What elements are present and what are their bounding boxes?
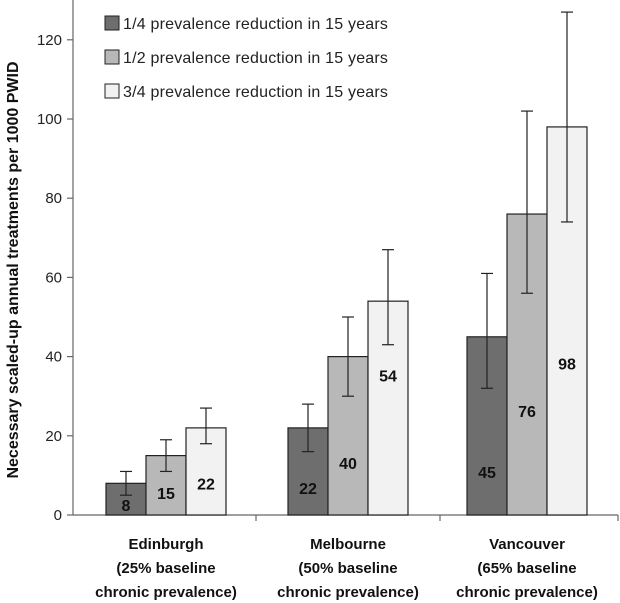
legend-swatch — [104, 49, 120, 65]
y-tick-label: 40 — [45, 349, 62, 366]
error-bars — [120, 11, 573, 496]
legend-label: 1/2 prevalence reduction in 15 years — [123, 50, 388, 67]
category-label: (65% baseline — [477, 560, 576, 577]
y-axis-label: Necessary scaled-up annual treatments pe… — [5, 61, 22, 478]
legend-label: 3/4 prevalence reduction in 15 years — [123, 84, 388, 101]
category-label: (50% baseline — [298, 560, 397, 577]
y-tick-label: 80 — [45, 190, 62, 207]
data-label: 54 — [379, 369, 397, 386]
y-tick-label: 20 — [45, 428, 62, 445]
data-label: 22 — [299, 481, 317, 498]
category-label: chronic prevalence) — [456, 584, 598, 601]
category-label: Edinburgh — [129, 536, 204, 553]
category-label: chronic prevalence) — [277, 584, 419, 601]
legend-label: 1/4 prevalence reduction in 15 years — [123, 16, 388, 33]
data-label: 40 — [339, 456, 357, 473]
x-category-labels: Edinburgh (25% baseline chronic prevalence… — [95, 536, 598, 601]
category-label: Vancouver — [489, 536, 565, 553]
y-tick-label: 60 — [45, 269, 62, 286]
category-label: Melbourne — [310, 536, 386, 553]
category-label: (25% baseline — [116, 560, 215, 577]
data-label: 15 — [157, 486, 175, 503]
y-tick-label: 100 — [37, 111, 62, 128]
legend-swatch — [104, 15, 120, 31]
data-label: 22 — [197, 477, 215, 494]
data-label: 76 — [518, 404, 536, 421]
data-label: 98 — [558, 356, 576, 373]
y-ticks: 0 20 40 60 80 100 120 — [37, 32, 619, 524]
category-label: chronic prevalence) — [95, 584, 237, 601]
data-label: 45 — [478, 465, 496, 482]
legend: 1/4 prevalence reduction in 15 years 1/2 … — [104, 15, 388, 101]
data-labels: 8 22 45 15 40 76 22 54 98 — [122, 356, 576, 515]
legend-swatch — [104, 83, 120, 99]
y-tick-label: 0 — [54, 507, 62, 524]
data-label: 8 — [122, 498, 131, 515]
y-tick-label: 120 — [37, 32, 62, 49]
